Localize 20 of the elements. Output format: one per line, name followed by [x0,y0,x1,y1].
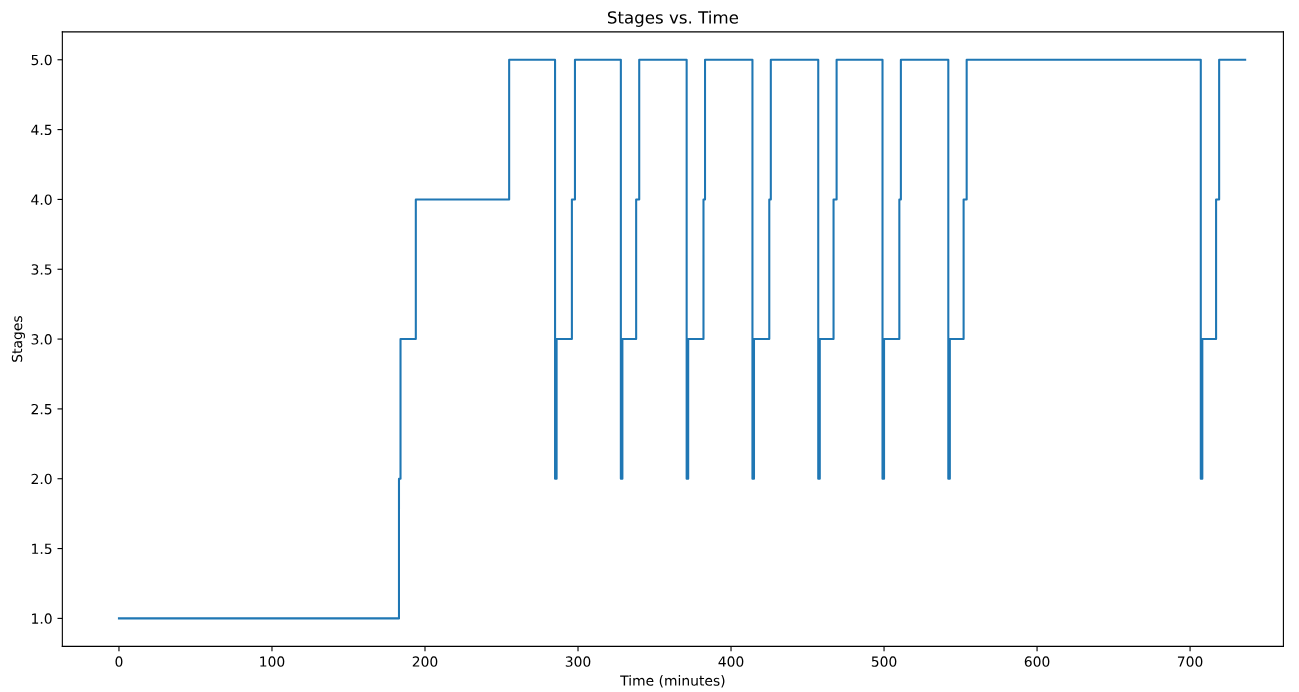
y-tick-label: 1.5 [32,543,52,555]
x-tick-label: 0 [115,656,123,667]
y-tick-label: 2.0 [31,473,52,485]
y-tick-label: 2.5 [31,403,52,415]
y-axis-title: Stages [11,316,25,362]
y-tick-label: 4.0 [31,194,52,205]
x-tick-label: 700 [1177,656,1203,667]
y-tick-label: 5.0 [31,54,52,66]
y-tick-label: 3.5 [31,264,52,275]
y-tick-label: 3.0 [31,334,52,345]
x-tick-label: 200 [412,656,438,667]
x-tick-label: 600 [1024,656,1050,667]
x-tick-label: 500 [871,656,897,667]
y-tick-label: 1.0 [32,613,52,624]
chart-title: Stages vs. Time [607,10,739,27]
x-tick-label: 300 [565,656,591,667]
y-tick-label: 4.5 [31,124,52,136]
x-axis-title: Time (minutes) [620,675,725,688]
x-tick-label: 100 [260,656,285,667]
x-tick-label: 400 [718,656,744,667]
